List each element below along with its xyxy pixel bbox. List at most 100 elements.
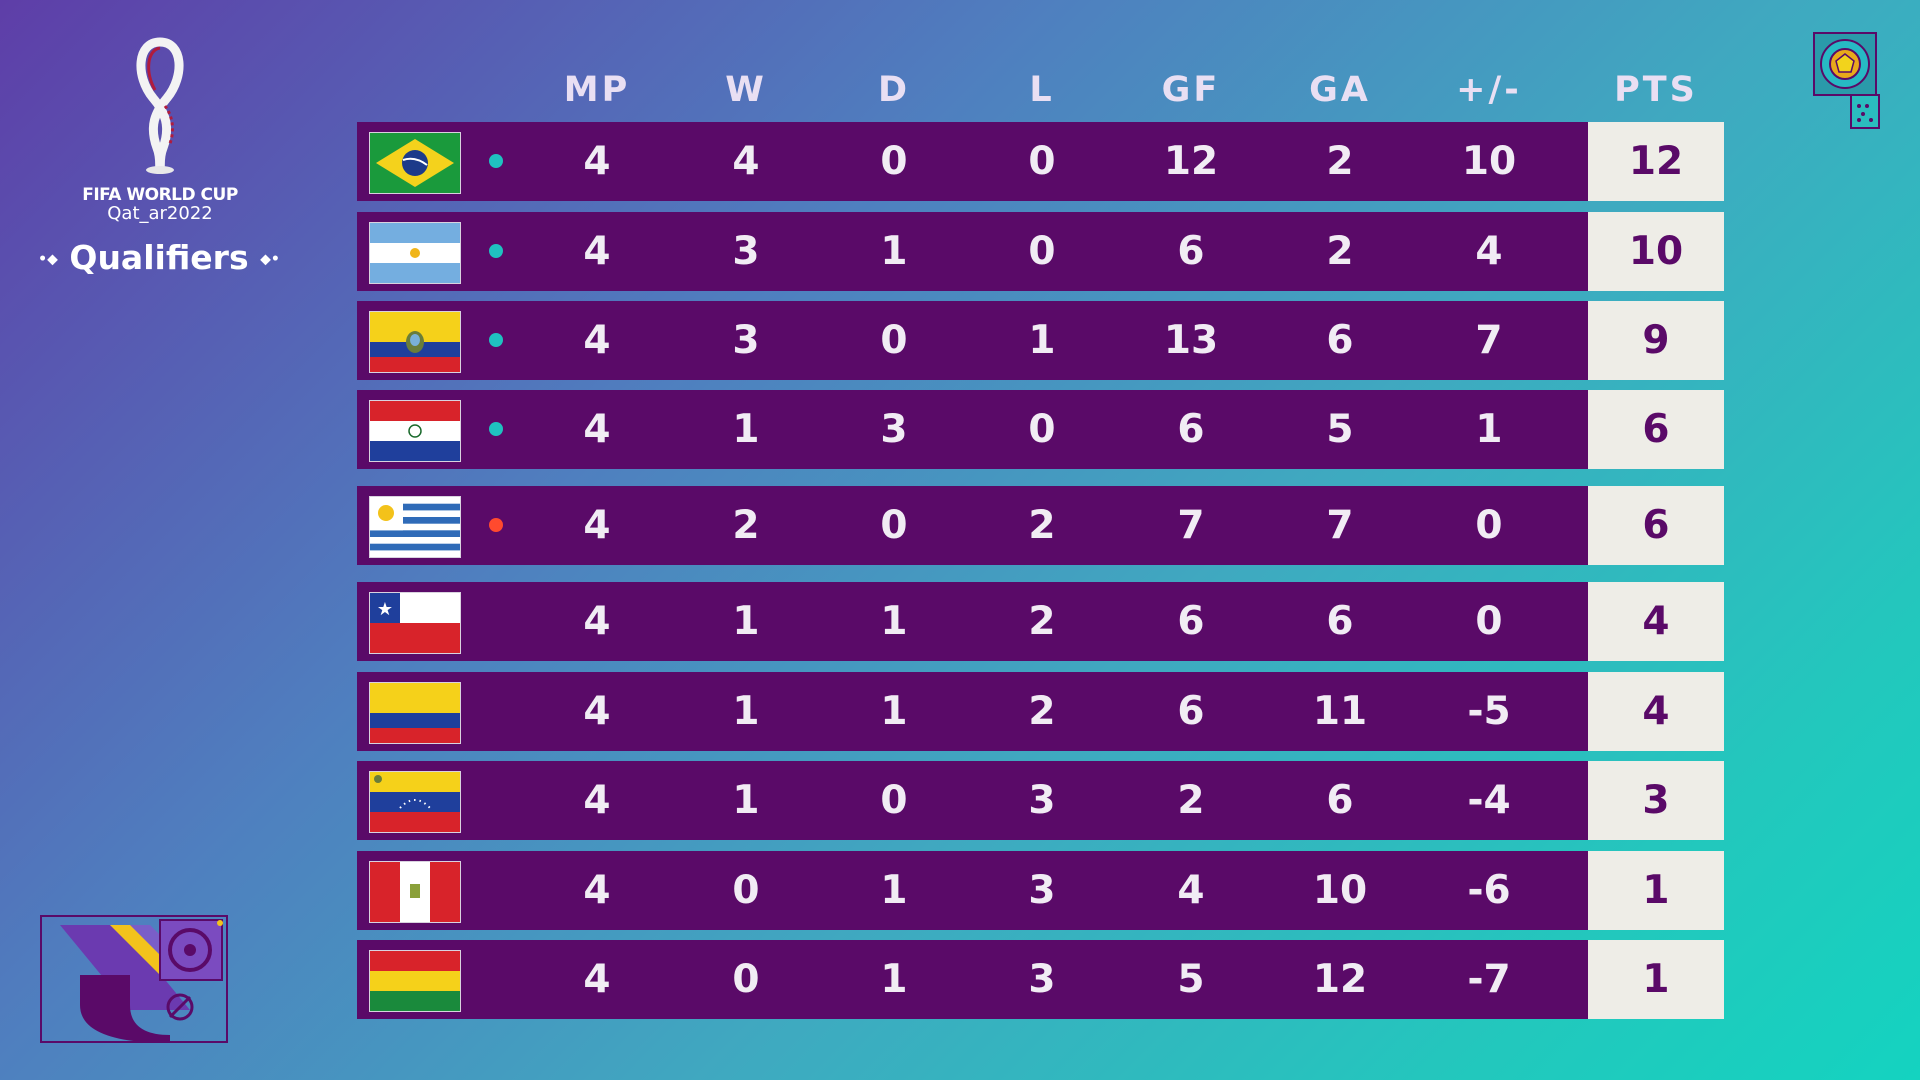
cell-w: 1 — [732, 689, 760, 734]
column-header-d: D — [877, 70, 911, 110]
cell-d: 1 — [880, 689, 908, 734]
cell-gf: 5 — [1177, 957, 1205, 1002]
column-header-ga: GA — [1309, 70, 1371, 110]
cell-w: 1 — [732, 599, 760, 644]
cell-d: 0 — [880, 139, 908, 184]
cell-gd: -5 — [1467, 689, 1511, 734]
cell-mp: 4 — [583, 318, 611, 363]
cell-ga: 7 — [1326, 503, 1354, 548]
cell-pts: 9 — [1588, 301, 1724, 380]
row-bar — [357, 301, 1588, 380]
ecuador-flag-icon — [369, 311, 461, 373]
cell-l: 2 — [1028, 599, 1056, 644]
cell-gd: -7 — [1467, 957, 1511, 1002]
cell-gd: 1 — [1475, 407, 1503, 452]
cell-w: 4 — [732, 139, 760, 184]
table-row: 4 4 0 0 12 2 10 12 — [357, 122, 1724, 201]
row-bar — [357, 761, 1588, 840]
qualifiers-title: •◆ Qualifiers ◆• — [34, 238, 284, 277]
argentina-flag-icon — [369, 222, 461, 284]
cell-l: 2 — [1028, 503, 1056, 548]
cell-ga: 6 — [1326, 778, 1354, 823]
cell-pts: 4 — [1588, 582, 1724, 661]
cell-ga: 6 — [1326, 318, 1354, 363]
cell-d: 3 — [880, 407, 908, 452]
cell-w: 3 — [732, 229, 760, 274]
cell-mp: 4 — [583, 868, 611, 913]
cell-d: 0 — [880, 778, 908, 823]
logo-line-2: Qat_ar2022 — [107, 203, 213, 224]
column-header-mp: MP — [563, 70, 631, 110]
cell-mp: 4 — [583, 229, 611, 274]
cell-ga: 12 — [1312, 957, 1368, 1002]
cell-mp: 4 — [583, 599, 611, 644]
tournament-badge-icon — [1813, 32, 1880, 129]
cell-l: 3 — [1028, 868, 1056, 913]
row-bar — [357, 212, 1588, 291]
fifa-world-cup-logo: FIFA WORLD CUP Qat_ar2022 — [70, 36, 250, 224]
cell-gf: 2 — [1177, 778, 1205, 823]
status-dot-icon — [489, 333, 503, 347]
cell-ga: 2 — [1326, 229, 1354, 274]
row-bar — [357, 390, 1588, 469]
colombia-flag-icon — [369, 682, 461, 744]
column-header-gd: +/- — [1456, 70, 1522, 110]
cell-pts: 4 — [1588, 672, 1724, 751]
cell-d: 0 — [880, 503, 908, 548]
row-bar — [357, 582, 1588, 661]
cell-w: 0 — [732, 868, 760, 913]
cell-pts: 6 — [1588, 390, 1724, 469]
table-row: 4 1 3 0 6 5 1 6 — [357, 390, 1724, 469]
cell-mp: 4 — [583, 957, 611, 1002]
cell-gd: 10 — [1461, 139, 1517, 184]
uruguay-flag-icon — [369, 496, 461, 558]
table-row: 4 2 0 2 7 7 0 6 — [357, 486, 1724, 565]
cell-gd: -6 — [1467, 868, 1511, 913]
cell-gd: 0 — [1475, 503, 1503, 548]
cell-pts: 10 — [1588, 212, 1724, 291]
table-row: 4 3 0 1 13 6 7 9 — [357, 301, 1724, 380]
cell-l: 2 — [1028, 689, 1056, 734]
cell-d: 1 — [880, 868, 908, 913]
cell-mp: 4 — [583, 689, 611, 734]
row-bar — [357, 122, 1588, 201]
cell-gf: 7 — [1177, 503, 1205, 548]
qualifiers-label: Qualifiers — [69, 238, 249, 277]
status-dot-icon — [489, 518, 503, 532]
cell-l: 1 — [1028, 318, 1056, 363]
table-header: MP W D L GF GA +/- PTS — [357, 70, 1724, 120]
cell-pts: 1 — [1588, 851, 1724, 930]
cell-l: 0 — [1028, 407, 1056, 452]
cell-gf: 13 — [1163, 318, 1219, 363]
cell-mp: 4 — [583, 503, 611, 548]
svg-text:★: ★ — [377, 599, 393, 620]
cell-pts: 1 — [1588, 940, 1724, 1019]
cell-mp: 4 — [583, 778, 611, 823]
cell-l: 3 — [1028, 778, 1056, 823]
cell-w: 3 — [732, 318, 760, 363]
trophy-emblem-icon — [136, 37, 184, 174]
row-bar — [357, 851, 1588, 930]
cell-gf: 6 — [1177, 229, 1205, 274]
cell-w: 0 — [732, 957, 760, 1002]
logo-line-1: FIFA WORLD CUP — [82, 185, 238, 205]
venezuela-flag-icon — [369, 771, 461, 833]
cell-w: 1 — [732, 407, 760, 452]
table-row: 4 0 1 3 5 12 -7 1 — [357, 940, 1724, 1019]
cell-mp: 4 — [583, 139, 611, 184]
cell-gf: 6 — [1177, 689, 1205, 734]
cell-pts: 6 — [1588, 486, 1724, 565]
cell-pts: 3 — [1588, 761, 1724, 840]
cell-gd: 4 — [1475, 229, 1503, 274]
cell-ga: 11 — [1312, 689, 1368, 734]
cell-ga: 6 — [1326, 599, 1354, 644]
column-header-w: W — [725, 70, 767, 110]
row-bar — [357, 672, 1588, 751]
chile-flag-icon: ★ — [369, 592, 461, 654]
cell-ga: 5 — [1326, 407, 1354, 452]
row-bar — [357, 940, 1588, 1019]
cell-l: 0 — [1028, 229, 1056, 274]
cell-gd: -4 — [1467, 778, 1511, 823]
table-row: 4 1 0 3 2 6 -4 3 — [357, 761, 1724, 840]
column-header-l: L — [1029, 70, 1055, 110]
